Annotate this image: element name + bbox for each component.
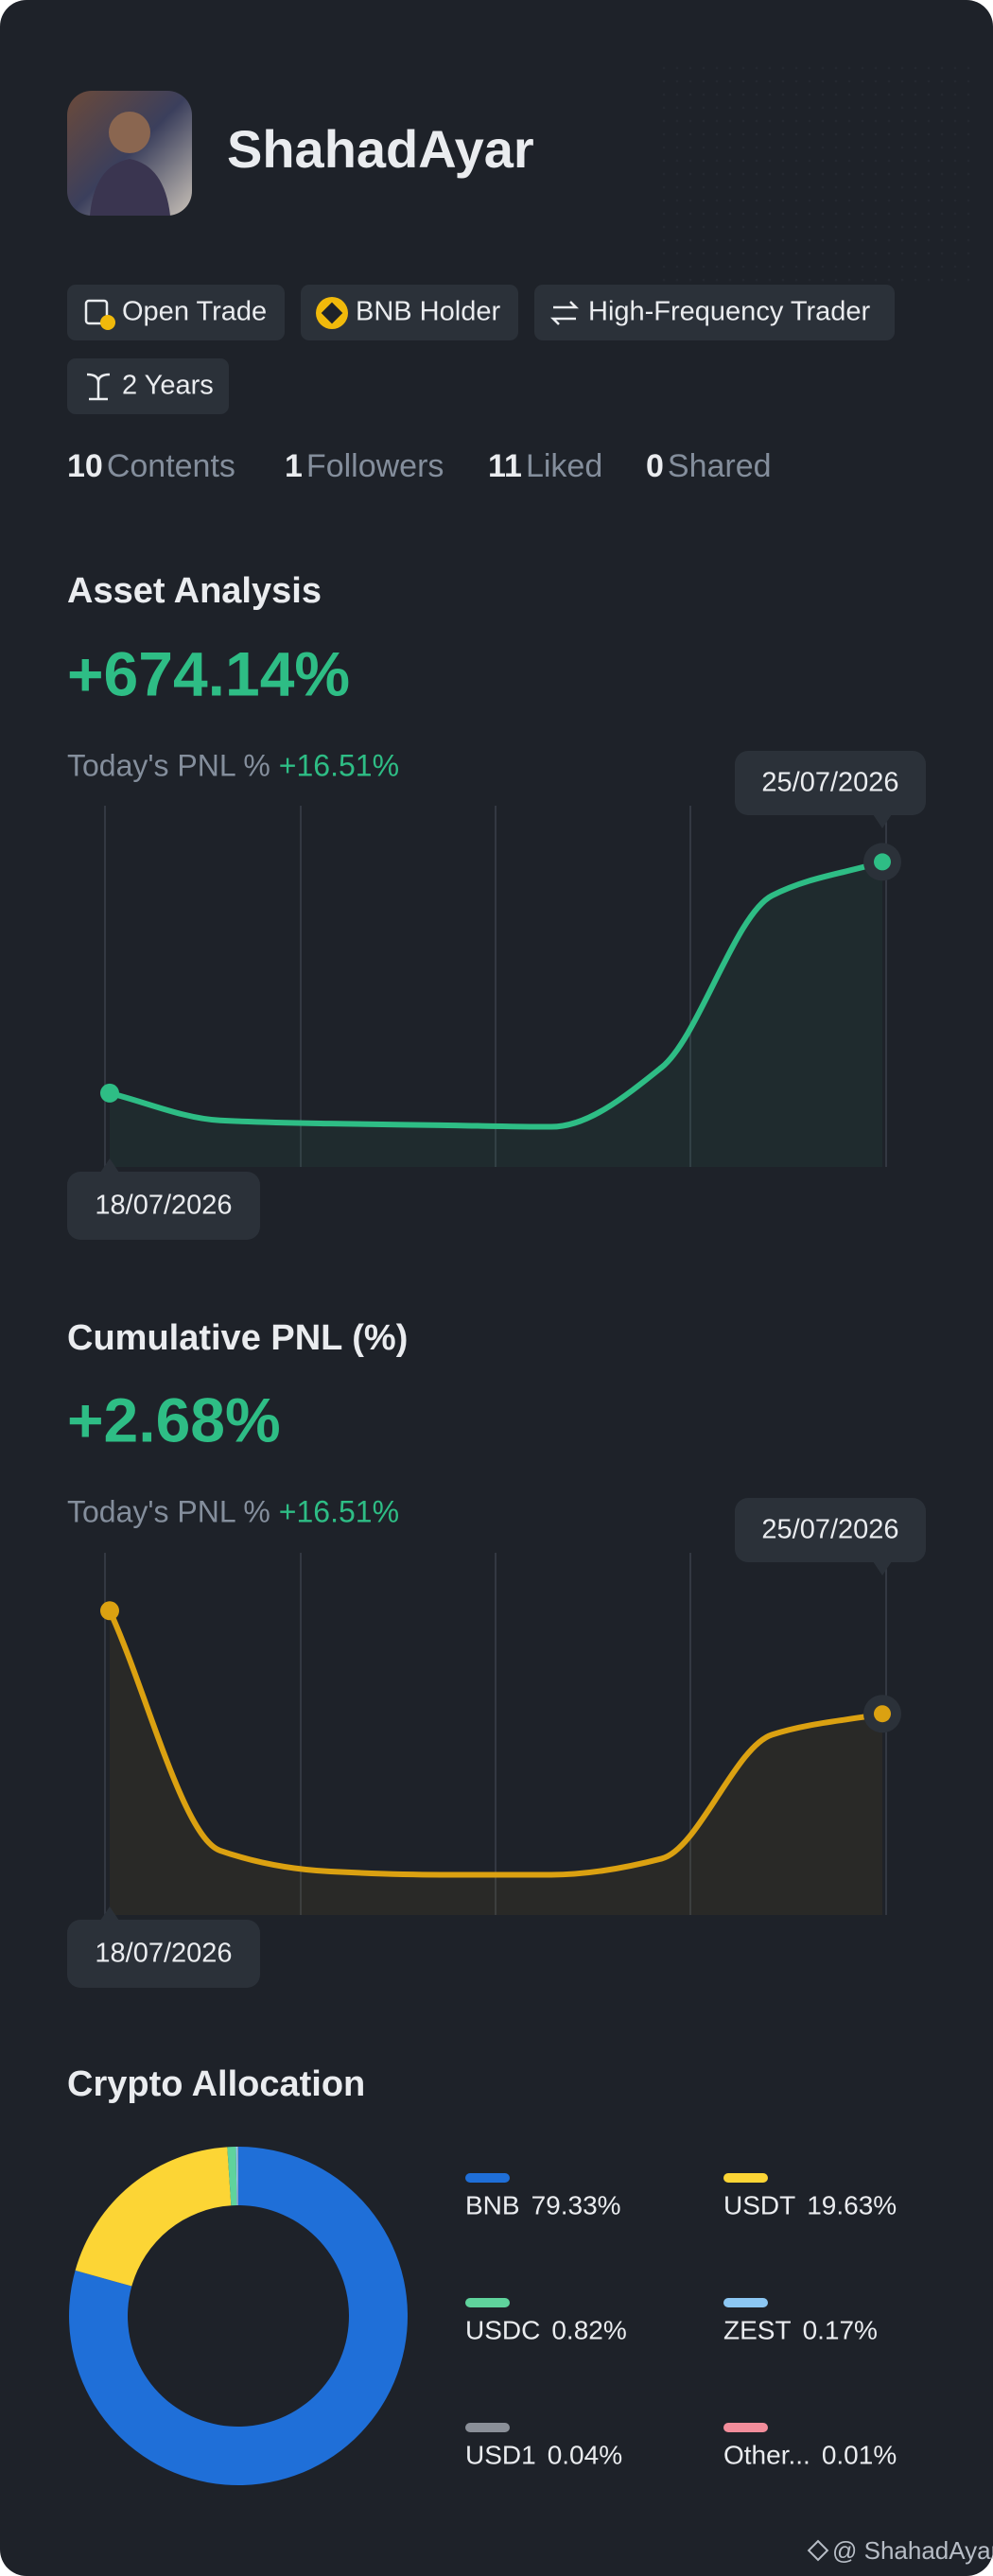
headline-value: +2.68%: [67, 1384, 281, 1454]
stat-count: 1: [285, 448, 303, 484]
badge: Open Trade: [67, 285, 285, 340]
legend-swatch: [465, 2173, 510, 2183]
badge-text: BNB Holder: [356, 297, 500, 327]
donut-slice: [75, 2147, 232, 2287]
badge: BNB Holder: [301, 285, 518, 340]
badge: 2 Years: [67, 358, 229, 414]
point-marker: [100, 1083, 119, 1103]
watermark-text: @ ShahadAyar: [832, 2536, 993, 2565]
pnl-value: +16.51%: [279, 1494, 399, 1528]
stat-count: 10: [67, 448, 103, 484]
donut-slice: [227, 2147, 237, 2206]
legend-name: USD1: [465, 2440, 536, 2469]
legend-swatch: [465, 2298, 510, 2307]
legend-name: USDT: [723, 2190, 795, 2219]
pnl-value: +16.51%: [279, 748, 399, 782]
chart-grid: [104, 806, 887, 1167]
legend-swatch: [723, 2173, 768, 2183]
stat-count: 0: [646, 448, 664, 484]
chart-title: Crypto Allocation: [67, 2064, 365, 2104]
legend-value: 0.01%: [822, 2440, 897, 2469]
point-marker: [874, 853, 891, 871]
legend-swatch: [465, 2423, 510, 2432]
legend-name: USDC: [465, 2315, 540, 2344]
badge-bg: [534, 285, 895, 340]
line: [107, 1608, 885, 1878]
donut-slice: [68, 2147, 408, 2486]
legend-value: 0.17%: [803, 2315, 878, 2344]
badge-bg: [301, 285, 518, 340]
headline-value: +674.14%: [67, 638, 350, 708]
tooltip-pointer: [100, 1906, 119, 1921]
pnl-label: Today's PNL %: [67, 1494, 270, 1528]
point-marker: [100, 1601, 119, 1621]
line: [107, 859, 885, 1130]
tooltip-date: 25/07/2026: [761, 768, 898, 798]
badge-bg: [67, 285, 285, 340]
legend-value: 19.63%: [807, 2190, 897, 2219]
badge-text: High-Frequency Trader: [588, 297, 871, 327]
donut-slice: [235, 2147, 238, 2206]
badge-icon: [321, 302, 343, 324]
legend-name: ZEST: [723, 2315, 792, 2344]
badge-icon: [549, 301, 580, 325]
point-marker: [874, 1705, 891, 1723]
badge-icon: [100, 315, 115, 330]
watermark: @ ShahadAyar: [807, 2536, 993, 2565]
watermark-icon: [807, 2539, 829, 2562]
legend-value: 79.33%: [531, 2190, 621, 2219]
avatar-head: [109, 112, 150, 153]
tooltip-pointer: [873, 1561, 892, 1575]
avatar-body: [90, 159, 170, 216]
tooltip-date: 18/07/2026: [95, 1191, 232, 1221]
tooltip-box: [735, 1498, 926, 1562]
badge-text: 2 Years: [122, 371, 214, 401]
legend-swatch: [723, 2298, 768, 2307]
tooltip-box: [67, 1172, 260, 1240]
stat-label: Shared: [668, 448, 772, 484]
line-area: [110, 862, 882, 1167]
chart-title: Asset Analysis: [67, 571, 322, 611]
legend-swatch: [723, 2423, 768, 2432]
legend-name: BNB: [465, 2190, 520, 2219]
decor: [662, 57, 974, 284]
tooltip-date: 25/07/2026: [761, 1515, 898, 1545]
tooltip-box: [67, 1920, 260, 1988]
legend-name: Other...: [723, 2440, 810, 2469]
badge-text: Open Trade: [122, 297, 267, 327]
badge-icon: [86, 373, 111, 401]
tooltip-date: 18/07/2026: [95, 1939, 232, 1969]
stat-label: Followers: [306, 448, 444, 484]
stat-count: 11: [488, 448, 522, 484]
pnl-label: Today's PNL %: [67, 748, 270, 782]
badge: High-Frequency Trader: [534, 285, 895, 340]
stat-label: Liked: [526, 448, 602, 484]
stat-label: Contents: [107, 448, 235, 484]
legend-value: 0.04%: [548, 2440, 622, 2469]
user-name[interactable]: ShahadAyar: [227, 119, 534, 179]
tooltip-pointer: [100, 1158, 119, 1173]
chart-title: Cumulative PNL (%): [67, 1318, 408, 1358]
badge-icon: [84, 299, 109, 325]
tooltip-pointer: [873, 814, 892, 828]
tooltip-box: [735, 751, 926, 815]
legend-value: 0.82%: [551, 2315, 626, 2344]
